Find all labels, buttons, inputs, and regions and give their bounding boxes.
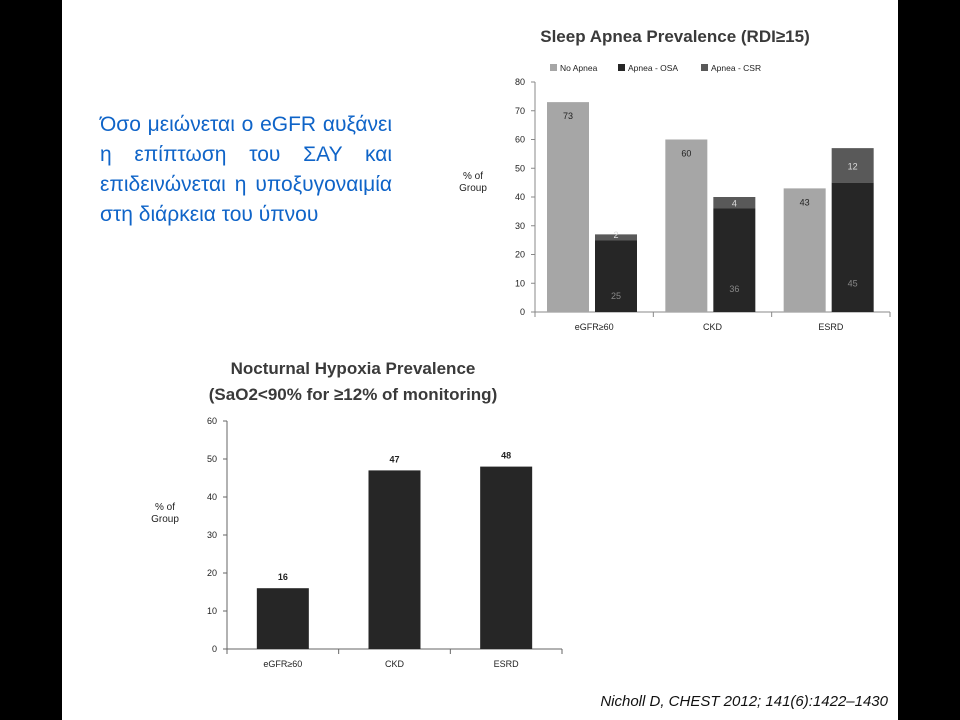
data-label-osa: 36	[729, 284, 739, 294]
data-label: 48	[501, 451, 511, 461]
bar-apnea-osa	[595, 240, 637, 312]
legend-swatch-1	[618, 64, 625, 71]
slide-body-text: Όσο μειώνεται ο eGFR αυξάνει η επίπτωση …	[100, 113, 392, 226]
bar-no-apnea	[665, 139, 708, 312]
x-tick-label: CKD	[703, 322, 723, 332]
y-tick-label: 60	[515, 135, 525, 145]
y-tick-label: 80	[515, 77, 525, 87]
y-tick-label: 30	[515, 221, 525, 231]
y-axis-label-line1: % of	[463, 171, 483, 182]
data-label-osa: 45	[848, 279, 858, 289]
bar-apnea-csr	[713, 197, 756, 209]
data-label-csr: 12	[848, 161, 858, 171]
chart-subtitle: (SaO2<90% for ≥12% of monitoring)	[209, 385, 497, 404]
bar	[480, 466, 533, 649]
data-label-csr: 2	[613, 230, 618, 240]
y-tick-label: 0	[520, 307, 525, 317]
y-tick-label: 50	[207, 454, 217, 464]
data-label-no-apnea: 43	[800, 197, 810, 207]
y-tick-label: 10	[515, 278, 525, 288]
x-tick-label: eGFR≥60	[263, 659, 302, 669]
data-label: 16	[278, 572, 288, 582]
bar	[368, 470, 421, 649]
sleep-apnea-chart: Sleep Apnea Prevalence (RDI≥15) No Apnea A…	[459, 27, 891, 332]
bar-apnea-osa	[831, 182, 874, 312]
x-tick-label: ESRD	[494, 659, 520, 669]
chart-title: Nocturnal Hypoxia Prevalence	[231, 359, 476, 378]
citation: Nicholl D, CHEST 2012; 141(6):1422–1430	[600, 693, 888, 710]
data-label-osa: 25	[611, 291, 621, 301]
legend-label-2: Apnea - CSR	[711, 63, 761, 73]
y-tick-label: 60	[207, 416, 217, 426]
bar-no-apnea	[783, 188, 826, 312]
legend-swatch-2	[701, 64, 708, 71]
bar-apnea-csr	[831, 148, 874, 183]
bar-no-apnea	[547, 102, 589, 312]
legend-label-0: No Apnea	[560, 63, 598, 73]
slide: Όσο μειώνεται ο eGFR αυξάνει η επίπτωση …	[62, 0, 898, 720]
y-tick-label: 10	[207, 606, 217, 616]
legend-swatch-0	[550, 64, 557, 71]
y-axis-label-line2: Group	[151, 514, 179, 525]
y-tick-label: 40	[515, 192, 525, 202]
x-tick-label: CKD	[385, 659, 405, 669]
y-tick-label: 30	[207, 530, 217, 540]
bar	[256, 588, 309, 649]
chart-title: Sleep Apnea Prevalence (RDI≥15)	[540, 27, 809, 46]
y-axis-label-line2: Group	[459, 183, 487, 194]
x-tick-label: ESRD	[818, 322, 844, 332]
y-tick-label: 70	[515, 106, 525, 116]
data-label-csr: 4	[732, 199, 737, 209]
y-tick-label: 20	[207, 568, 217, 578]
nocturnal-hypoxia-chart: Nocturnal Hypoxia Prevalence (SaO2<90% fo…	[151, 359, 563, 669]
x-tick-label: eGFR≥60	[575, 322, 614, 332]
legend-label-1: Apnea - OSA	[628, 63, 678, 73]
data-label-no-apnea: 60	[681, 149, 691, 159]
bar-apnea-csr	[595, 234, 637, 241]
y-tick-label: 40	[207, 492, 217, 502]
y-axis-label-line1: % of	[155, 502, 175, 513]
y-tick-label: 0	[212, 644, 217, 654]
bar-apnea-osa	[713, 208, 756, 312]
y-tick-label: 20	[515, 250, 525, 260]
data-label: 47	[389, 454, 399, 464]
y-tick-label: 50	[515, 163, 525, 173]
data-label-no-apnea: 73	[563, 111, 573, 121]
